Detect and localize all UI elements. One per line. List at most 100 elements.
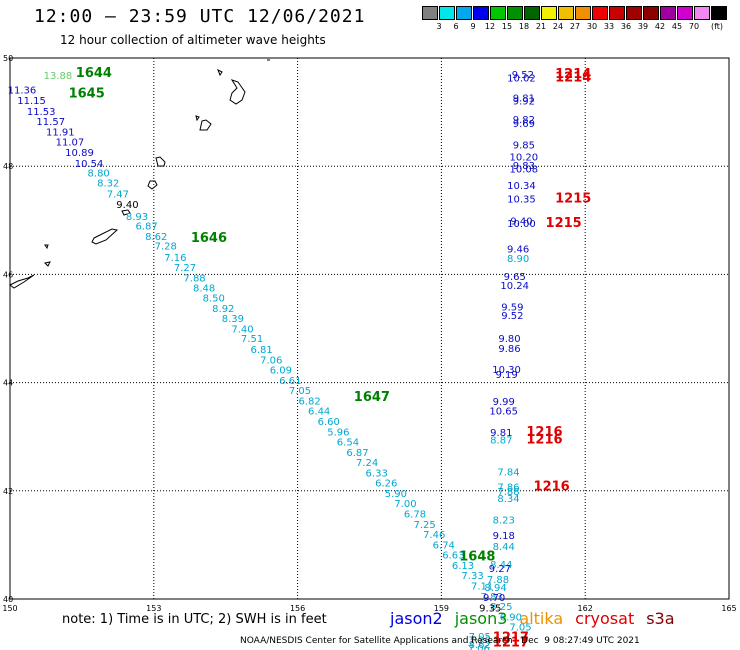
wave-height-label: 7.11 xyxy=(471,581,493,592)
wave-height-label: 8.80 xyxy=(88,169,110,180)
wave-height-label: 5.90 xyxy=(385,489,407,500)
wave-height-label: 8.50 xyxy=(203,294,225,305)
pass-time-label: 1648 xyxy=(459,549,495,564)
map-subtitle: 12 hour collection of altimeter wave hei… xyxy=(60,33,326,47)
island-outline xyxy=(9,274,35,289)
wave-height-label: 6.13 xyxy=(452,561,474,572)
wave-height-label: 7.88 xyxy=(497,487,519,498)
color-swatch xyxy=(524,6,540,20)
wave-height-label: 7.06 xyxy=(468,644,490,650)
pass-time-label: 1644 xyxy=(76,66,112,81)
island-outline xyxy=(121,209,131,216)
wave-height-label: 10.65 xyxy=(489,407,518,418)
latitude-tick-label: 44 xyxy=(3,379,13,388)
wave-height-label: 9.86 xyxy=(498,344,520,355)
island-outline xyxy=(195,115,200,122)
wave-height-label: 9.81 xyxy=(513,93,535,104)
wave-height-label: 11.53 xyxy=(27,107,56,118)
wave-height-label: 7.05 xyxy=(509,623,531,634)
wave-height-label: 9.65 xyxy=(504,272,526,283)
credit-footer: NOAA/NESDIS Center for Satellite Applica… xyxy=(240,636,640,646)
wave-height-label: 9.52 xyxy=(512,70,534,81)
latitude-tick-label: 50 xyxy=(3,54,13,63)
wave-height-label: 7.46 xyxy=(423,530,445,541)
wave-height-label: 7.86 xyxy=(497,482,519,493)
wave-height-label: 8.23 xyxy=(493,515,515,526)
wave-height-label: 7.00 xyxy=(394,499,416,510)
satellite-legend-item: altika xyxy=(519,609,564,628)
wave-height-label: 6.81 xyxy=(251,345,273,356)
wave-height-label: 6.33 xyxy=(366,468,388,479)
color-legend-label: 9 xyxy=(470,22,476,31)
color-legend-label: 15 xyxy=(501,22,513,31)
wave-height-label: 6.63 xyxy=(442,551,464,562)
wave-height-label: 6.44 xyxy=(308,407,330,418)
wave-height-label: 7.06 xyxy=(260,355,282,366)
map-title: 12:00 – 23:59 UTC 12/06/2021 xyxy=(34,6,366,27)
color-swatch xyxy=(575,6,591,20)
wave-height-label: 10.24 xyxy=(500,281,529,292)
longitude-tick-label: 153 xyxy=(146,604,161,613)
pass-time-label: 1215 xyxy=(546,216,582,231)
wave-height-label: 6.87 xyxy=(135,222,157,233)
wave-height-label: 9.81 xyxy=(490,428,512,439)
wave-height-label: 8.44 xyxy=(493,542,515,553)
wave-height-label: 7.05 xyxy=(469,632,491,643)
wave-height-label: 10.30 xyxy=(492,365,521,376)
wave-height-label: 8.34 xyxy=(497,494,519,505)
color-swatch xyxy=(626,6,642,20)
color-legend-label: 39 xyxy=(637,22,649,31)
wave-height-label: 8.93 xyxy=(126,212,148,223)
wave-height-points: 13.88 11.3611.1511.5311.5711.9111.0710.89… xyxy=(8,70,539,650)
pass-time-label: 1214 xyxy=(555,70,591,85)
wave-height-label: 6.82 xyxy=(298,396,320,407)
color-swatch xyxy=(490,6,506,20)
wave-height-label: 7.47 xyxy=(107,189,129,200)
wave-height-label: 7.24 xyxy=(356,458,378,469)
wave-height-label: 9.99 xyxy=(493,397,515,408)
color-swatch xyxy=(694,6,710,20)
pass-time-label: 1645 xyxy=(69,87,105,102)
wave-height-label: 10.08 xyxy=(510,164,539,175)
wave-height-label: 7.84 xyxy=(497,467,519,478)
wave-height-label: 9.82 xyxy=(513,115,535,126)
wave-height-label: 7.83 xyxy=(481,592,503,603)
pass-time-labels: 1644164516461647164812141214121512151216… xyxy=(69,66,592,650)
color-swatch xyxy=(541,6,557,20)
wave-height-label: 7.28 xyxy=(155,242,177,253)
wave-height-label: 8.94 xyxy=(484,583,506,594)
pass-time-label: 1216 xyxy=(526,425,562,440)
longitude-tick-label: 156 xyxy=(290,604,305,613)
wave-height-label: 9.19 xyxy=(495,370,517,381)
wave-height-label: 9.40 xyxy=(510,216,532,227)
wave-height-label: 6.60 xyxy=(318,417,340,428)
color-swatch xyxy=(592,6,608,20)
wave-height-label: 10.54 xyxy=(75,159,104,170)
island-outline xyxy=(217,68,223,77)
wave-height-label: 10.20 xyxy=(510,152,539,163)
color-legend-label: 33 xyxy=(603,22,615,31)
wave-height-label: 6.54 xyxy=(337,438,359,449)
longitude-tick-label: 159 xyxy=(434,604,449,613)
color-legend-label: 3 xyxy=(436,22,442,31)
wave-height-label: 9.80 xyxy=(498,334,520,345)
wave-height-label: 6.78 xyxy=(404,510,426,521)
island-outline xyxy=(229,79,246,105)
satellite-legend-item: cryosat xyxy=(575,609,635,628)
latitude-tick-label: 46 xyxy=(3,270,13,279)
pass-time-label: 1217 xyxy=(493,635,529,650)
wave-height-label: 8.87 xyxy=(490,435,512,446)
pass-time-label: 1214 xyxy=(555,67,591,82)
wave-height-label: 10.35 xyxy=(507,195,536,206)
wave-height-label: 9.70 xyxy=(483,593,505,604)
pass-time-label: 1647 xyxy=(354,390,390,405)
satellite-legend-item: jason2 xyxy=(390,609,443,628)
color-swatch xyxy=(660,6,676,20)
wave-height-label: 7.26 xyxy=(469,636,491,647)
pass-time-label: 1216 xyxy=(526,432,562,447)
color-swatch xyxy=(609,6,625,20)
coastline xyxy=(9,59,270,289)
color-swatch xyxy=(643,6,659,20)
wave-height-label: 9.18 xyxy=(493,531,515,542)
